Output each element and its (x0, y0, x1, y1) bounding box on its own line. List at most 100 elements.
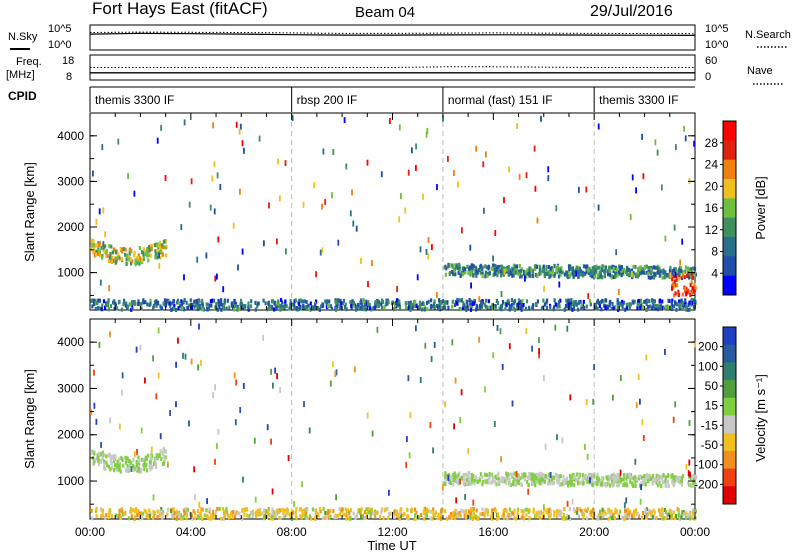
range-cell (465, 308, 468, 312)
range-cell (601, 264, 604, 269)
range-cell (124, 468, 127, 473)
scatter-cell (681, 238, 684, 245)
range-cell (345, 516, 348, 521)
range-cell (652, 478, 655, 483)
range-cell (232, 301, 235, 306)
range-cell (462, 509, 465, 514)
range-cell (487, 266, 490, 271)
colorbar-tick-label: -200 (694, 477, 718, 491)
range-cell (545, 264, 548, 269)
range-cell (636, 305, 639, 310)
scatter-cell (253, 437, 256, 444)
range-cell (345, 513, 348, 518)
scatter-cell (371, 430, 374, 437)
range-cell (100, 245, 103, 250)
range-cell (149, 298, 152, 303)
range-cell (634, 265, 637, 269)
range-cell (608, 509, 611, 514)
range-cell (315, 512, 318, 517)
range-cell (507, 272, 510, 277)
range-cell (149, 253, 152, 258)
scatter-cell (405, 461, 408, 468)
range-cell (149, 460, 152, 465)
range-cell (259, 512, 262, 517)
range-cell (142, 247, 145, 252)
range-cell (594, 480, 597, 485)
range-cell (496, 265, 499, 270)
range-cell (125, 262, 128, 266)
range-cell (158, 513, 161, 518)
colorbar-segment (723, 344, 736, 363)
range-cell (670, 274, 673, 279)
scatter-cell (188, 420, 190, 427)
range-cell (536, 472, 539, 477)
scatter-cell (566, 500, 569, 507)
range-cell (528, 516, 531, 520)
range-cell (545, 272, 548, 277)
range-cell (504, 507, 507, 512)
range-cell (662, 513, 665, 518)
scatter-cell (483, 207, 485, 214)
scatter-cell (214, 384, 216, 391)
range-cell (171, 514, 174, 519)
range-cell (626, 265, 629, 270)
range-cell (99, 459, 102, 464)
range-cell (90, 241, 94, 246)
range-cell (481, 475, 484, 480)
range-cell (687, 267, 690, 272)
range-cell (294, 510, 297, 515)
range-cell (479, 269, 482, 274)
range-cell (521, 515, 524, 520)
range-cell (656, 307, 659, 312)
scatter-cell (222, 286, 225, 293)
range-cell (113, 467, 116, 472)
range-cell (150, 453, 153, 458)
range-cell (235, 511, 238, 516)
range-cell (644, 511, 647, 516)
range-cell (678, 271, 681, 276)
range-cell (117, 252, 120, 257)
scatter-cell (102, 207, 105, 214)
range-cell (600, 268, 604, 273)
range-cell (468, 265, 471, 270)
range-cell (603, 509, 606, 514)
range-cell (281, 307, 284, 311)
range-cell (173, 307, 176, 311)
range-cell (548, 472, 551, 477)
range-cell (659, 509, 662, 514)
scatter-cell (321, 247, 324, 254)
range-cell (600, 307, 603, 312)
range-cell (688, 307, 691, 312)
range-cell (146, 468, 149, 473)
range-cell (603, 482, 606, 487)
range-cell (141, 258, 144, 263)
range-cell (644, 482, 647, 487)
range-cell (92, 242, 95, 247)
range-cell (271, 510, 274, 515)
range-cell (628, 472, 632, 477)
scatter-cell (672, 416, 675, 423)
range-cell (612, 275, 616, 280)
range-cell (582, 515, 585, 520)
range-cell (688, 300, 691, 305)
range-cell (473, 481, 476, 486)
range-cell (589, 302, 592, 307)
range-cell (571, 307, 574, 312)
scatter-cell (533, 145, 536, 152)
range-cell (688, 512, 691, 517)
range-cell (107, 453, 110, 458)
scatter-cell (467, 448, 470, 455)
range-cell (254, 511, 257, 516)
range-cell (631, 514, 634, 519)
scatter-cell (216, 172, 219, 179)
range-cell (575, 268, 578, 273)
range-cell (267, 512, 270, 517)
range-cell (311, 507, 314, 512)
range-cell (523, 508, 526, 513)
range-cell (677, 293, 681, 297)
range-cell (579, 272, 582, 277)
range-cell (429, 516, 432, 521)
range-cell (621, 477, 624, 482)
scatter-cell (578, 186, 580, 193)
